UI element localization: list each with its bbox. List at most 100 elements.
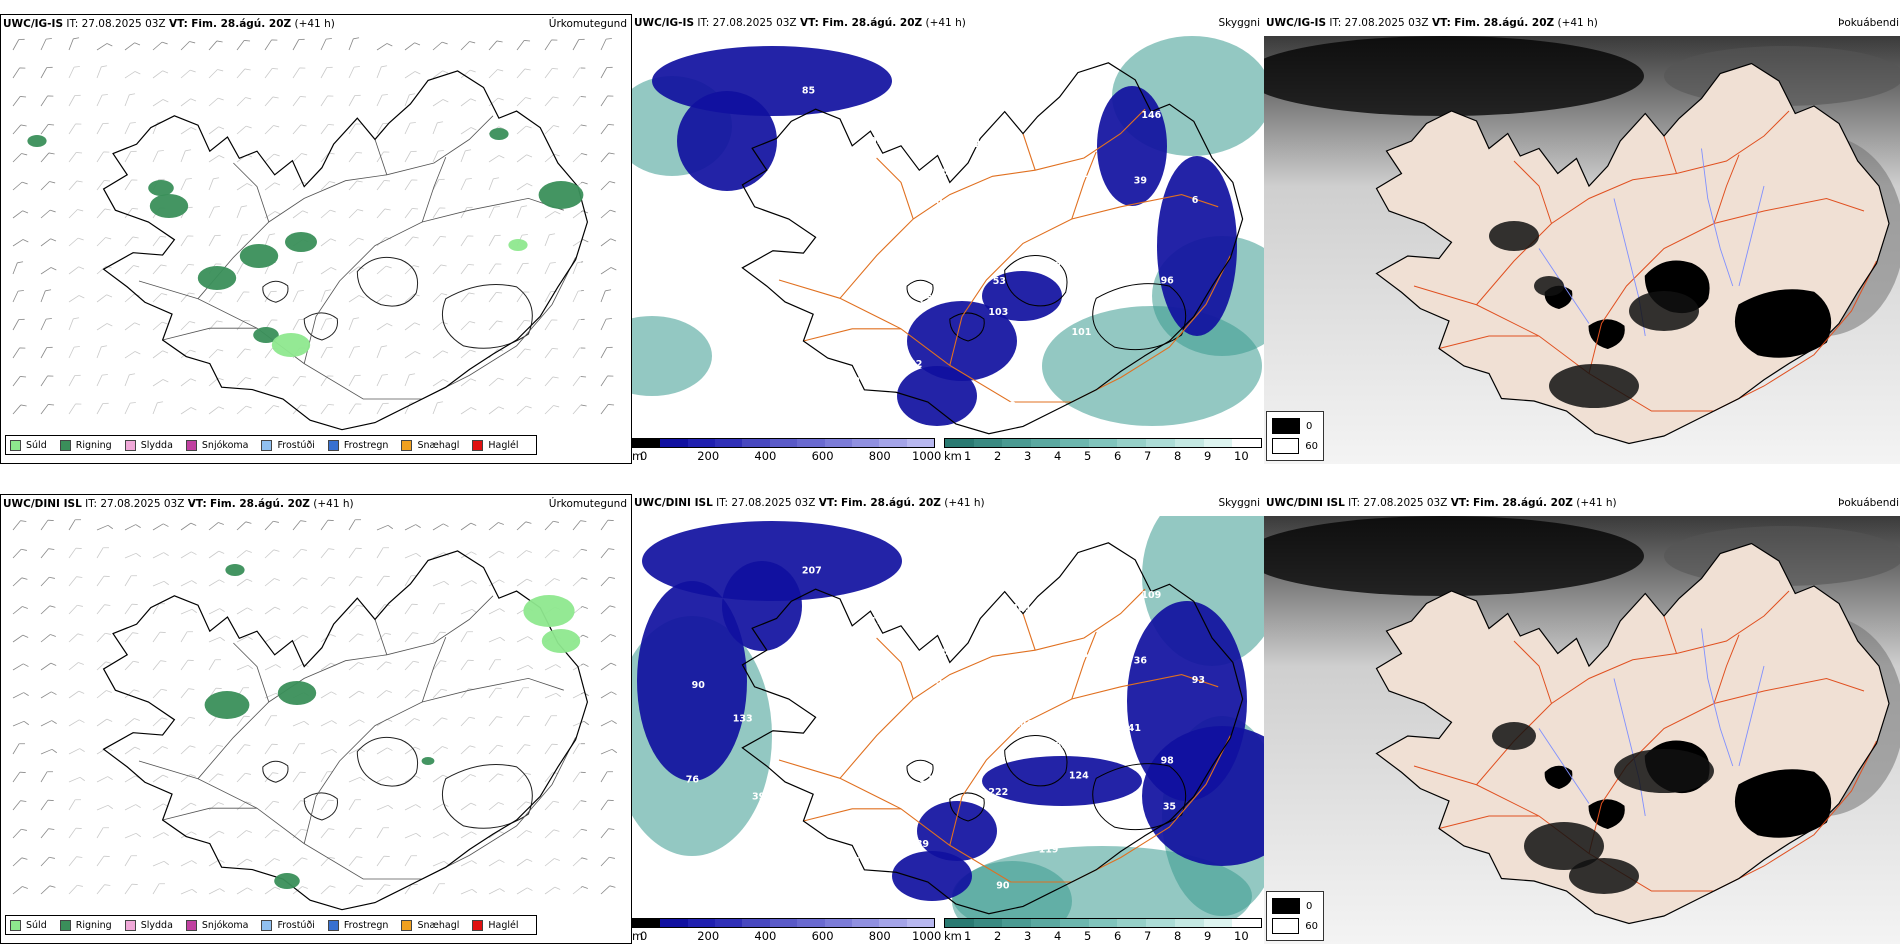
wind-barb-staff [40,856,50,867]
glacier-outline [1544,765,1573,790]
wind-barb-feather [610,238,617,242]
wind-barb-staff [600,856,610,867]
colorbar-tick: 400 [754,929,777,943]
wind-barb-feather [18,38,25,40]
wind-barb-staff [12,634,24,643]
wind-barb-staff [152,41,163,51]
wind-barb-staff [40,347,48,359]
road-line [803,328,902,342]
wind-barb [40,691,57,699]
wind-barb-feather [608,152,615,155]
wind-barb-feather [607,799,614,801]
wind-barb-feather [582,606,588,609]
wind-barb-feather [19,771,26,773]
legend-item: Súld [10,439,47,451]
legend-label: Frostúði [277,439,315,451]
cloud-base-value: 401 [1012,603,1032,614]
wind-barb-feather [610,267,617,271]
wind-barb-feather [17,261,24,264]
road-line [1022,613,1036,651]
low-cloud-area [677,91,777,191]
wind-barb-staff [348,519,356,531]
colorbar-tick: 10 [1234,929,1249,943]
wind-barb [40,548,55,559]
wind-barb [600,346,613,359]
colorbar-tick: 4 [1054,929,1062,943]
colorbar-swatch [687,439,716,447]
cover-legend-swatch [1272,918,1300,934]
wind-barb-feather [23,720,29,726]
wind-barb-feather [581,577,588,580]
rain-area [538,181,584,209]
wind-barb [68,37,80,51]
wind-barb-feather [580,376,587,378]
colorbar-swatch [742,439,770,447]
low-cloud-area [982,271,1062,321]
wind-barb-staff [600,885,611,895]
colorbar-ticks: m 0 200 400 600 800 1000 [632,928,941,943]
colorbar-swatch [1031,919,1060,927]
glacier-outline [949,312,985,342]
legend-swatch [59,919,71,931]
legend-label: Snæhagl [417,439,460,451]
wind-barb [152,41,168,51]
wind-barb-feather [49,605,56,608]
wind-barb-feather [498,522,504,525]
road-line [162,807,258,821]
glacier-outline [356,256,419,307]
wind-barb-feather [19,743,26,745]
low-cloud-area [892,851,972,901]
cloud-base-value: 35 [1163,802,1176,813]
legend-label: Rigning [75,919,112,931]
wind-barb-feather [48,828,55,830]
wind-barb [516,521,532,531]
wind-barb [12,318,25,331]
wind-barb [376,43,393,51]
panel-title: UWC/DINI ISL IT: 27.08.2025 03Z VT: Fim.… [3,498,354,510]
wind-barb [40,771,54,783]
colorbar-tick: 9 [1204,449,1212,463]
wind-barb [600,634,616,643]
wind-barb [348,519,362,531]
wind-barb [320,38,332,51]
ptype-map [1,515,631,925]
wind-barb [488,522,504,531]
wind-barb-feather [163,523,169,527]
road-line [197,595,494,779]
rain-area [253,327,279,343]
cover-legend-label: 0 [1306,900,1313,912]
wind-barb [600,748,617,755]
wind-barb [12,520,27,531]
wind-barb-feather [45,289,52,292]
wind-barb-feather [22,606,28,609]
wind-barb-staff [12,124,22,135]
colorbar-swatches [944,438,1262,448]
wind-barb-staff [124,524,136,531]
cloud-base-value: 155 [945,749,965,760]
wind-barb [460,41,476,51]
cover-legend-item: 0 [1272,896,1318,916]
wind-barb-feather [20,800,27,802]
legend-label: Rigning [75,439,112,451]
coastline [1375,542,1890,925]
road-line [1438,815,1539,829]
wind-barb [40,828,55,839]
colorbar-swatch [1117,919,1147,927]
wind-barb-feather [609,856,615,859]
wind-barb-feather [21,153,28,156]
legend-item: Rigning [59,439,112,451]
low-cloud-area [1142,726,1264,866]
cover-legend-label: 60 [1305,920,1318,932]
wind-barb-staff [600,634,611,643]
panel-title: UWC/IG-IS IT: 27.08.2025 03Z VT: Fim. 28… [634,17,966,29]
wind-barb-feather [46,318,52,320]
cloud-base-value: 90 [692,200,706,211]
colorbar-tick: 7 [1144,929,1152,943]
wind-barb-feather [386,43,393,47]
wind-barb-staff [40,828,49,839]
colorbar-tick: 1000 [912,929,942,943]
cover-legend-label: 60 [1305,440,1318,452]
glacier-outline [303,312,339,341]
colorbar-tick: 0 [640,929,648,943]
low-cloud-area [982,756,1142,806]
